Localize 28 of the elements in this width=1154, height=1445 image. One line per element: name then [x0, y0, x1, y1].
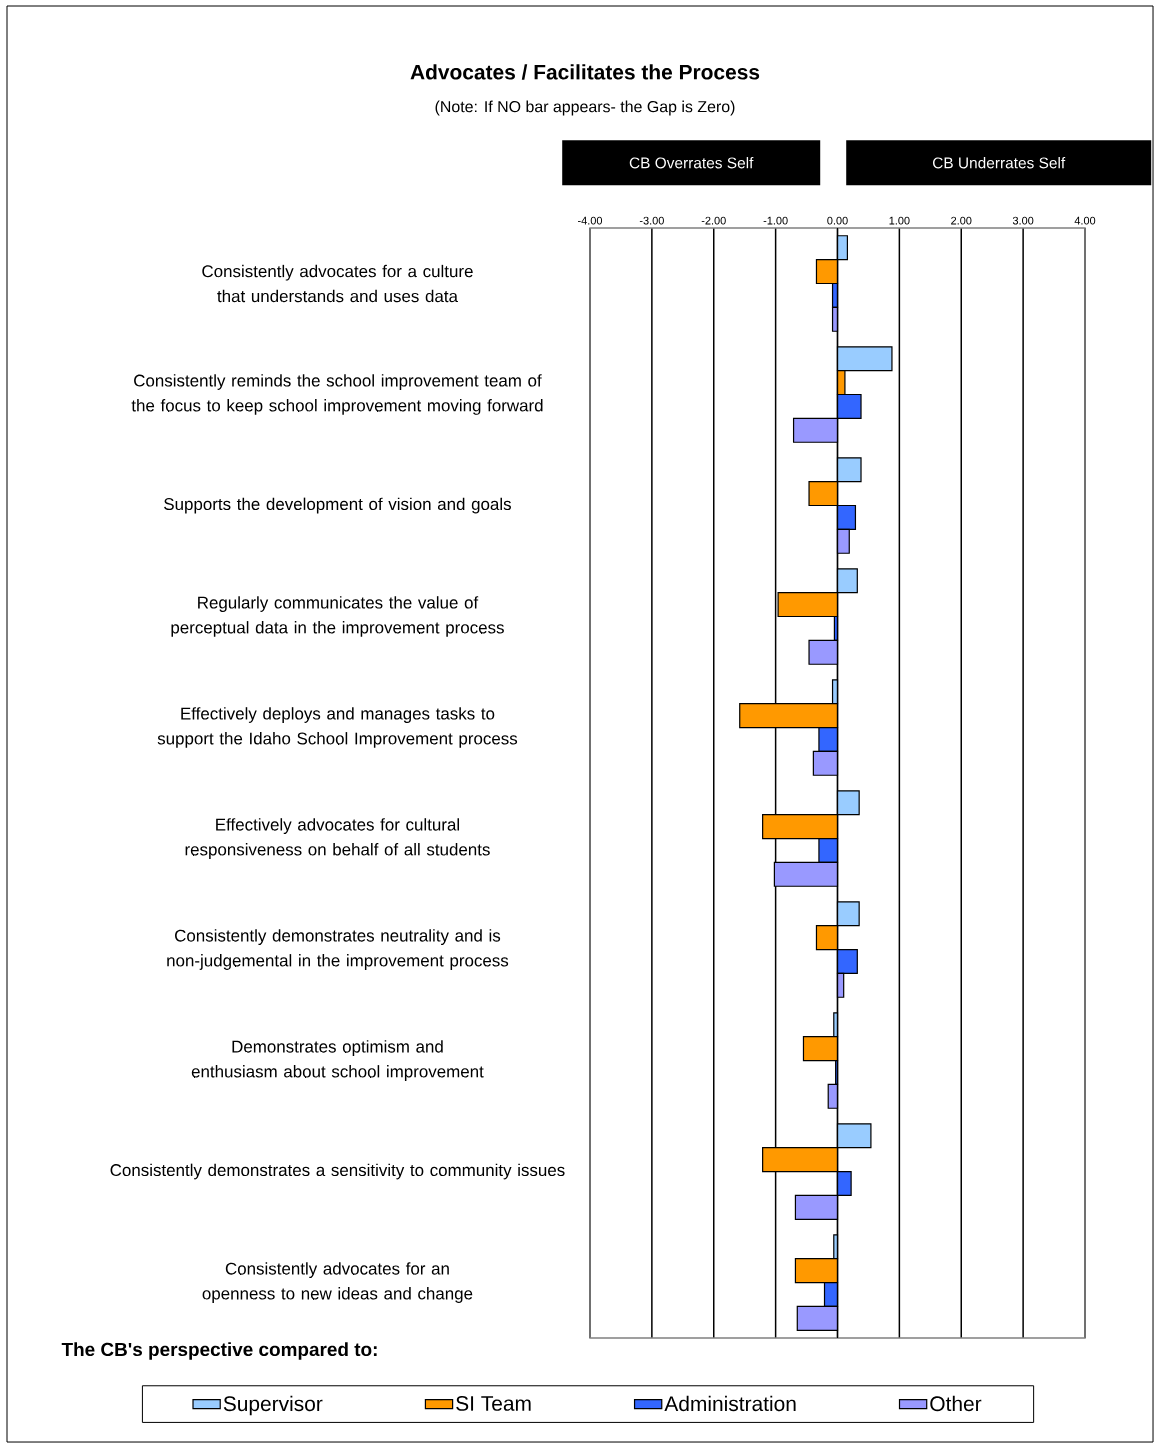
y-tick-label: Consistently advocates for a culture that understands and uses data: [202, 264, 473, 303]
x-tick-label: -4.00: [578, 216, 603, 225]
x-tick-label: -2.00: [701, 216, 726, 225]
y-tick-label: Effectively advocates for cultural responsiveness on behalf of all students: [185, 818, 490, 859]
chart-subtitle: (Note: If NO bar appears- the Gap is Zero): [435, 100, 735, 116]
x-tick-label: 0.00: [827, 216, 848, 225]
y-tick-label: Consistently advocates for an openness to new ideas and change: [202, 1262, 473, 1303]
y-tick-label: Consistently reminds the school improvement team of the focus to keep school improvement moving forward: [131, 374, 543, 415]
legend-title: The CB's perspective compared to:: [61, 1342, 377, 1360]
legend-label: Administration: [664, 1395, 796, 1412]
y-tick-label: Effectively deploys and manages tasks to support the Idaho School Improvement process: [157, 707, 518, 748]
x-tick-label: 3.00: [1012, 216, 1034, 225]
chart-title: Advocates / Facilitates the Process: [410, 64, 760, 80]
y-tick-label: Demonstrates optimism and enthusiasm about school improvement: [191, 1040, 484, 1081]
text: CB Underrates Self: [932, 157, 1066, 169]
legend-label: Other: [930, 1395, 982, 1412]
legend-label: SI Team: [456, 1396, 531, 1411]
x-tick-label: 2.00: [951, 216, 972, 225]
y-tick-label: Regularly communicates the value of perceptual data in the improvement process: [171, 596, 504, 637]
x-tick-label: -3.00: [639, 216, 664, 225]
y-tick-label: Consistently demonstrates a sensitivity to community issues: [110, 1163, 565, 1180]
y-tick-label: Consistently demonstrates neutrality and is non-judgemental in the improvement process: [167, 929, 509, 970]
legend-label: Supervisor: [223, 1395, 323, 1416]
text: CB Overrates Self: [629, 157, 754, 169]
x-tick-label: 4.00: [1074, 216, 1096, 225]
y-tick-label: Supports the development of vision and goals: [164, 497, 511, 514]
x-tick-label: 1.00: [889, 216, 910, 225]
x-tick-label: -1.00: [763, 216, 788, 225]
